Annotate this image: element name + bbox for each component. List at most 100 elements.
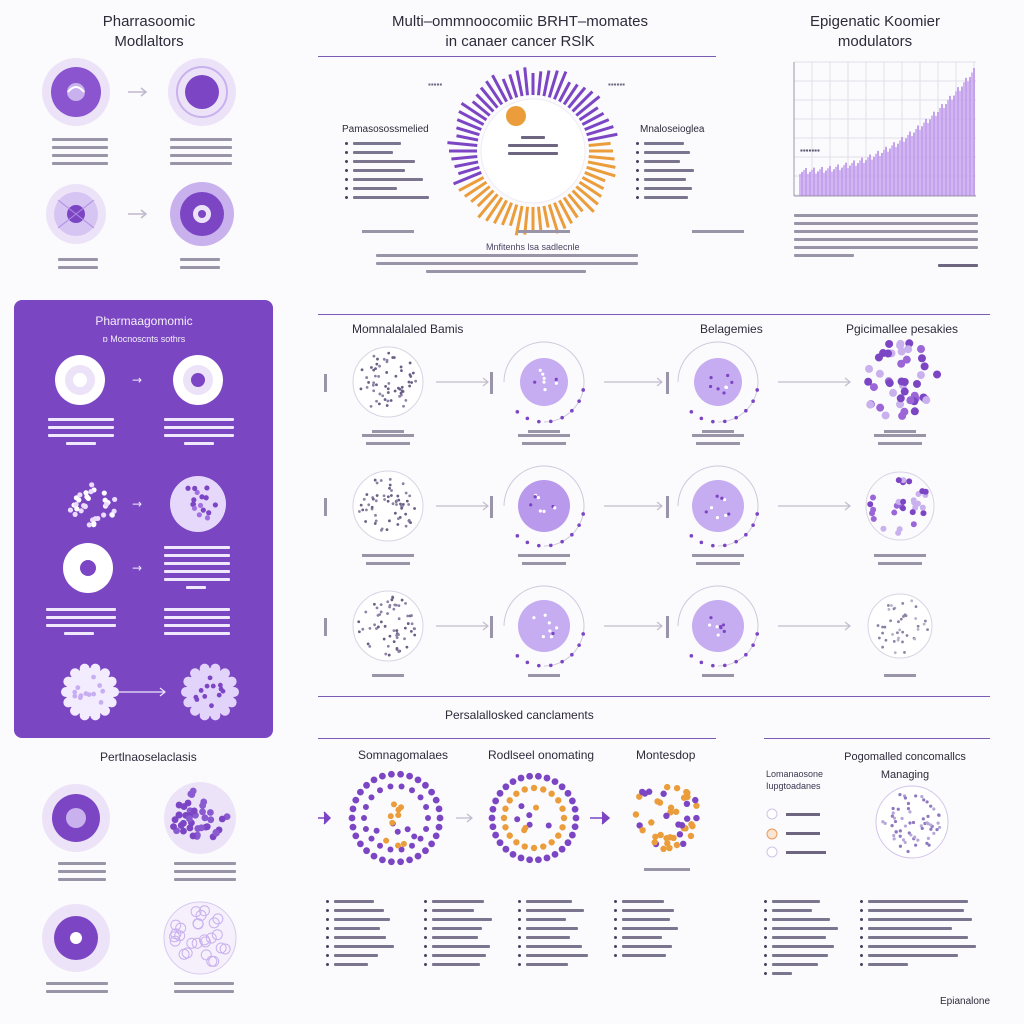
cell-caption	[696, 562, 740, 565]
arrow-icon	[604, 501, 663, 511]
cell-icon	[55, 355, 105, 405]
cell-icon	[42, 58, 110, 126]
area-chart-label: ▪▪▪▪▪▪▪	[800, 146, 820, 155]
panel-caption	[164, 546, 230, 594]
area-chart-footnote	[938, 264, 978, 272]
ring-bar	[567, 193, 584, 213]
cell-caption	[874, 434, 926, 437]
nucleus-icon	[173, 355, 223, 405]
side-label	[490, 372, 493, 394]
cell-icon	[867, 593, 933, 659]
mid-header-3: Pgicimallee pesakies	[846, 322, 959, 336]
cell-caption	[362, 434, 414, 437]
bottom-section-title: Persalallosked canclaments	[445, 708, 594, 722]
bottom-left-caption	[46, 982, 108, 998]
orbit-arc	[503, 465, 585, 547]
dot-cluster-icon	[533, 368, 558, 392]
ring-bar	[457, 165, 480, 176]
arrow-icon	[604, 377, 663, 387]
cell-icon	[352, 470, 424, 542]
pharmacogenomic-panel: Pharmaagomomic ɒ Mocnoscnts sothrs → → →	[14, 300, 273, 738]
side-label	[490, 616, 493, 638]
ring-bar	[547, 204, 560, 234]
donut-small-label: ▪▪▪▪▪	[428, 80, 443, 89]
ring-bar	[575, 185, 599, 206]
nucleus-icon	[170, 182, 234, 246]
panel-title: Pharmaagomomic ɒ Mocnoscnts sothrs	[54, 312, 234, 348]
legend-title-line2: Iupgtoadanes	[766, 781, 821, 791]
cell-caption	[878, 230, 922, 233]
dot-cluster-icon	[632, 783, 700, 853]
legend-label	[786, 813, 820, 816]
panel-title-line2: ɒ Mocnoscnts sothrs	[102, 334, 186, 344]
nucleus-icon	[518, 600, 570, 652]
ring-bar	[491, 74, 508, 103]
bottom-right-title-line2: Managing	[880, 769, 930, 781]
ring-bar	[475, 93, 495, 113]
cell-caption	[522, 562, 566, 565]
mid-header-2: Belagemies	[700, 322, 763, 336]
dot-cluster-icon	[357, 477, 416, 532]
ring-bar	[588, 154, 615, 161]
top-center-title-line1: Multi–ommnoocomiic BRHT–momates	[392, 13, 648, 30]
ring-bar	[456, 126, 480, 137]
area-chart-paragraph	[794, 214, 978, 262]
cell-caption	[884, 430, 916, 433]
ring-bar	[562, 83, 579, 106]
top-left-title: Pharrasoomic Modlaltors	[64, 12, 234, 52]
legend-circle-icon	[766, 828, 778, 840]
section-divider	[318, 314, 990, 315]
ring-bar	[547, 70, 559, 98]
arrow-icon	[778, 621, 851, 631]
cell-caption	[528, 430, 560, 433]
ring-bar	[523, 206, 530, 235]
legend-title-line1: Lomanaosone	[766, 769, 824, 779]
ring-bar	[500, 202, 513, 226]
ring-bar	[476, 189, 495, 208]
donut-left-label: Pamasosossmelied	[342, 124, 429, 135]
ring-bar	[501, 78, 513, 100]
cell-caption	[644, 868, 690, 871]
cell-caption	[702, 430, 734, 433]
ring-bar	[581, 176, 605, 191]
ring-bar	[515, 70, 524, 97]
ring-bar	[463, 180, 488, 198]
bottom-bullets-1	[326, 900, 394, 972]
side-label	[490, 496, 493, 518]
ring-bar	[542, 205, 550, 228]
ring-bar	[458, 176, 485, 192]
panel-caption	[48, 418, 114, 450]
cell-caption	[874, 554, 926, 557]
top-left-title-line1: Pharrasoomic	[102, 13, 196, 30]
side-label	[324, 618, 327, 636]
donut-center-text	[508, 136, 558, 160]
donut-bottom-label: Mnfitenhs lsa sadlecnle	[486, 242, 580, 252]
ring-bar	[586, 125, 614, 137]
cell-caption	[366, 562, 410, 565]
ring-bar	[575, 95, 601, 117]
dot-cluster-icon	[864, 339, 942, 420]
side-label	[324, 374, 327, 392]
dot-cluster-icon	[67, 482, 118, 528]
legend-circle-icon	[766, 846, 778, 858]
dot-cluster-icon	[867, 477, 929, 536]
ring-bar	[542, 70, 551, 97]
top-right-title-line2: modulators	[837, 33, 913, 50]
orbit-arc	[503, 585, 585, 667]
cell-caption	[180, 258, 220, 274]
legend-label	[786, 832, 820, 835]
ring-bar	[567, 86, 587, 109]
bottom-right-title-line1: Pogomalled concomallcs	[844, 751, 966, 763]
cell-caption	[366, 230, 410, 233]
legend-circle-icon	[766, 808, 778, 820]
donut-right-label: Mnaloseioglea	[640, 124, 705, 135]
cell-caption	[878, 442, 922, 445]
ring-bar	[477, 193, 499, 219]
orbit-arc	[677, 465, 759, 547]
ring-bar	[553, 70, 568, 100]
top-left-cells	[42, 58, 236, 246]
bottom-left-title: Pertlnaoselaclasis	[100, 750, 197, 764]
cell-caption	[366, 442, 410, 445]
ring-bar	[581, 111, 605, 126]
top-right-title-line1: Epigenatic Koomier	[809, 13, 941, 30]
